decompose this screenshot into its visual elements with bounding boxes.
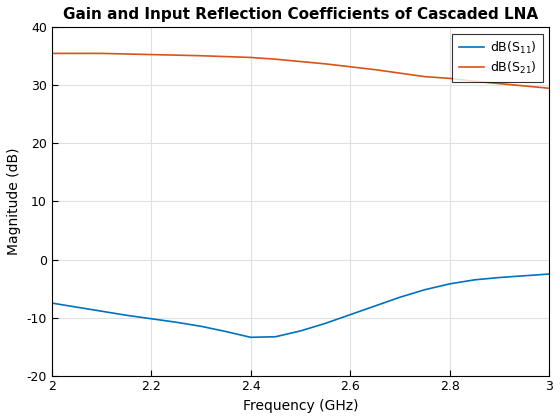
dB(S$_{21}$) bbox=[521, 84, 528, 89]
dB(S$_{21}$) bbox=[123, 52, 130, 57]
dB(S$_{21}$) bbox=[297, 59, 304, 64]
dB(S$_{21}$) bbox=[496, 81, 503, 86]
Line: dB(S$_{21}$): dB(S$_{21}$) bbox=[52, 53, 549, 88]
dB(S$_{21}$) bbox=[396, 71, 403, 76]
dB(S$_{21}$) bbox=[48, 51, 55, 56]
X-axis label: Frequency (GHz): Frequency (GHz) bbox=[242, 399, 358, 413]
dB(S$_{21}$) bbox=[372, 67, 379, 72]
dB(S$_{11}$) bbox=[546, 271, 553, 276]
dB(S$_{11}$) bbox=[446, 281, 453, 286]
dB(S$_{11}$) bbox=[198, 324, 204, 329]
Title: Gain and Input Reflection Coefficients of Cascaded LNA: Gain and Input Reflection Coefficients o… bbox=[63, 7, 538, 22]
dB(S$_{11}$) bbox=[396, 295, 403, 300]
dB(S$_{11}$) bbox=[422, 287, 428, 292]
dB(S$_{11}$) bbox=[347, 312, 353, 317]
dB(S$_{11}$) bbox=[98, 309, 105, 314]
dB(S$_{11}$) bbox=[48, 301, 55, 306]
dB(S$_{11}$) bbox=[123, 313, 130, 318]
dB(S$_{11}$) bbox=[496, 275, 503, 280]
dB(S$_{21}$) bbox=[546, 86, 553, 91]
Y-axis label: Magnitude (dB): Magnitude (dB) bbox=[7, 148, 21, 255]
dB(S$_{11}$) bbox=[297, 328, 304, 333]
dB(S$_{11}$) bbox=[73, 304, 80, 310]
dB(S$_{11}$) bbox=[222, 329, 229, 334]
dB(S$_{11}$) bbox=[272, 334, 279, 339]
dB(S$_{21}$) bbox=[248, 55, 254, 60]
dB(S$_{11}$) bbox=[322, 321, 329, 326]
Line: dB(S$_{11}$): dB(S$_{11}$) bbox=[52, 274, 549, 337]
dB(S$_{21}$) bbox=[272, 57, 279, 62]
dB(S$_{21}$) bbox=[446, 76, 453, 81]
dB(S$_{11}$) bbox=[172, 320, 179, 325]
dB(S$_{21}$) bbox=[222, 54, 229, 59]
dB(S$_{11}$) bbox=[372, 303, 379, 308]
dB(S$_{21}$) bbox=[322, 61, 329, 66]
dB(S$_{11}$) bbox=[471, 277, 478, 282]
dB(S$_{21}$) bbox=[422, 74, 428, 79]
dB(S$_{21}$) bbox=[172, 52, 179, 58]
Legend: dB(S$_{11}$), dB(S$_{21}$): dB(S$_{11}$), dB(S$_{21}$) bbox=[452, 34, 543, 82]
dB(S$_{11}$) bbox=[521, 273, 528, 278]
dB(S$_{11}$) bbox=[248, 335, 254, 340]
dB(S$_{21}$) bbox=[347, 64, 353, 69]
dB(S$_{21}$) bbox=[471, 79, 478, 84]
dB(S$_{21}$) bbox=[98, 51, 105, 56]
dB(S$_{11}$) bbox=[148, 316, 155, 321]
dB(S$_{21}$) bbox=[73, 51, 80, 56]
dB(S$_{21}$) bbox=[148, 52, 155, 57]
dB(S$_{21}$) bbox=[198, 53, 204, 58]
